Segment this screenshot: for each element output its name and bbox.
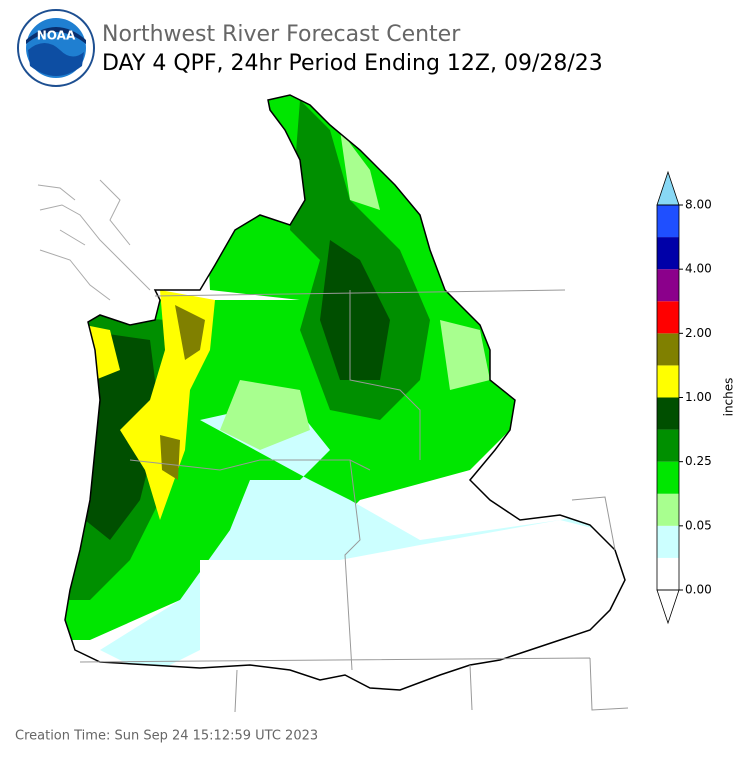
colorbar-segment xyxy=(657,525,679,558)
colorbar: 0.00 0.05 0.25 1.00 2.00 4.00 8.00 xyxy=(656,170,712,625)
colorbar-over xyxy=(656,170,680,206)
title: Northwest River Forecast Center xyxy=(102,22,461,47)
colorbar-tick-label: 0.05 xyxy=(685,518,712,532)
subtitle: DAY 4 QPF, 24hr Period Ending 12Z, 09/28… xyxy=(102,51,603,76)
colorbar-tick-label: 2.00 xyxy=(685,326,712,340)
state-lines xyxy=(79,289,629,713)
logo-text: NOAA xyxy=(37,29,76,43)
precip xyxy=(65,95,625,690)
colorbar-tick-label: 0.25 xyxy=(685,454,712,468)
colorbar-segment xyxy=(657,461,679,494)
creation-time: Creation Time: Sun Sep 24 15:12:59 UTC 2… xyxy=(15,729,318,744)
colorbar-segment xyxy=(657,365,679,398)
map xyxy=(37,94,629,713)
colorbar-segment xyxy=(657,429,679,462)
noaa-logo: NOAA xyxy=(17,9,95,87)
colorbar-tick-label: 8.00 xyxy=(685,198,712,212)
colorbar-segment xyxy=(657,237,679,270)
colorbar-segment xyxy=(657,205,679,238)
colorbar-segment xyxy=(657,269,679,302)
colorbar-tick-label: 1.00 xyxy=(685,390,712,404)
colorbar-under xyxy=(656,589,680,625)
colorbar-tick-label: 4.00 xyxy=(685,262,712,276)
colorbar-segment xyxy=(657,333,679,366)
colorbar-segment xyxy=(657,301,679,334)
colorbar-tick-label: 0.00 xyxy=(685,583,712,597)
colorbar-segment xyxy=(657,397,679,430)
legend-label: inches xyxy=(722,378,736,417)
coastline xyxy=(37,179,151,301)
colorbar-segment xyxy=(657,557,679,590)
colorbar-segment xyxy=(657,493,679,526)
